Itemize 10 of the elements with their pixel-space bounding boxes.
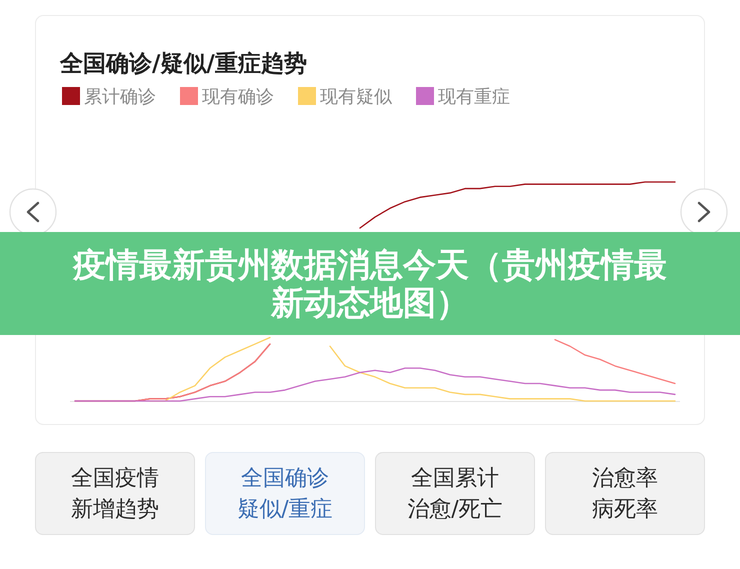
legend-label: 累计确诊	[84, 86, 156, 108]
card-text: 全国确诊疑似/重症	[236, 464, 334, 524]
annotation: 疫情最新贵州数据消息今天（贵州疫情最新动态地图）	[0, 232, 740, 335]
card-text: 全国累计治愈/死亡	[406, 464, 504, 524]
legend-label: 现有确诊	[202, 86, 274, 108]
legend-label: 现有重症	[438, 86, 510, 108]
legend-label: 现有疑似	[320, 86, 392, 108]
title: 全国确诊/疑似/重症趋势	[60, 51, 307, 77]
card-text: 治愈率病死率	[591, 464, 659, 524]
card-text: 全国疫情新增趋势	[70, 464, 160, 524]
